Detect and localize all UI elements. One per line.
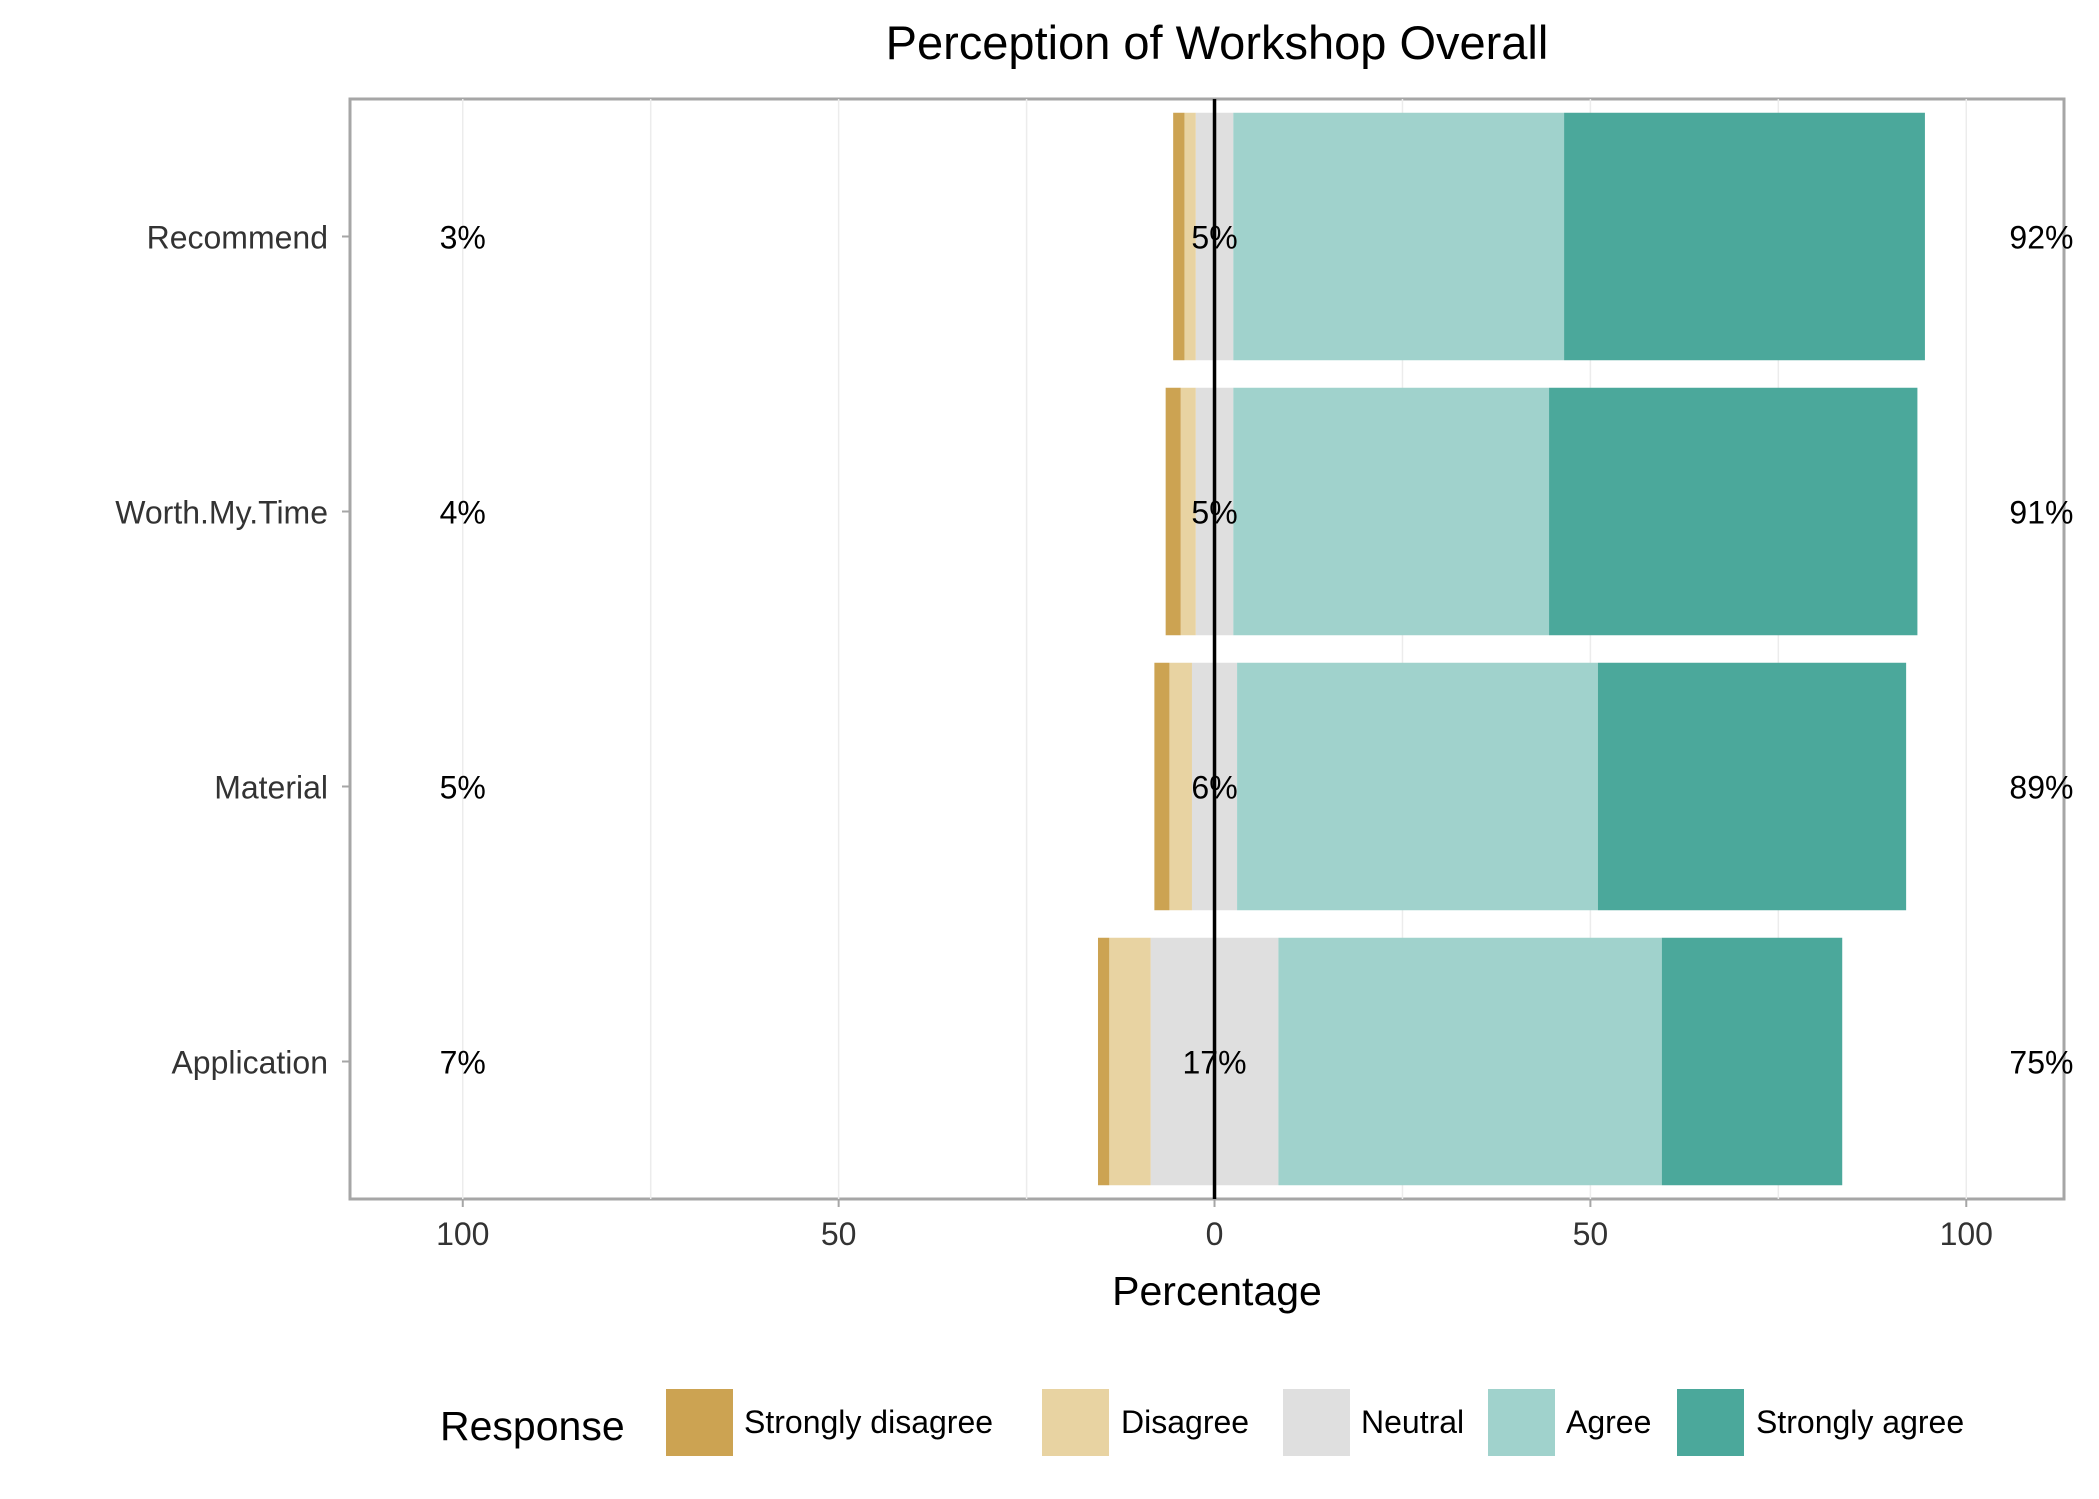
legend-key-neutral [1283,1389,1350,1456]
y-category-label: Recommend [147,220,328,256]
x-tick-label: 100 [1940,1216,1993,1252]
y-category-label: Application [171,1045,328,1081]
center-percent-label: 5% [1191,220,1237,256]
legend-title: Response [440,1403,625,1449]
bar-strongly-agree [1564,112,1925,361]
legend-label: Strongly agree [1756,1404,1964,1440]
legend-label: Disagree [1121,1404,1249,1440]
right-percent-label: 92% [2009,220,2073,256]
bar-agree [1233,112,1565,361]
bar-strongly-disagree [1097,937,1110,1186]
x-axis-ticks: 100 50 0 50 100 [436,1199,1993,1252]
chart-title: Perception of Workshop Overall [886,16,1549,69]
legend-label: Agree [1566,1404,1651,1440]
x-tick-label: 0 [1206,1216,1224,1252]
y-category-label: Material [214,770,328,806]
legend-key-strongly-disagree [666,1389,733,1456]
legend: Response Strongly disagree Disagree Neutra… [440,1389,1964,1456]
bar-labels: 3% 5% 92% 4% 5% 91% 5% 6% 89% 7% 17% 75% [440,220,2074,1081]
bar-disagree [1109,937,1151,1186]
bar-disagree [1169,662,1192,911]
bar-strongly-agree [1597,662,1907,911]
bar-strongly-disagree [1165,387,1181,636]
bar-disagree [1184,112,1196,361]
legend-key-agree [1488,1389,1555,1456]
left-percent-label: 7% [440,1045,486,1081]
legend-label: Strongly disagree [744,1404,993,1440]
center-percent-label: 17% [1182,1045,1246,1081]
center-percent-label: 6% [1191,770,1237,806]
legend-key-disagree [1042,1389,1109,1456]
right-percent-label: 89% [2009,770,2073,806]
legend-key-strongly-agree [1677,1389,1744,1456]
bar-strongly-agree [1549,387,1918,636]
x-axis-label: Percentage [1112,1268,1322,1314]
bar-agree [1233,387,1550,636]
right-percent-label: 75% [2009,1045,2073,1081]
bar-strongly-disagree [1173,112,1185,361]
x-tick-label: 100 [436,1216,489,1252]
left-percent-label: 4% [440,495,486,531]
right-percent-label: 91% [2009,495,2073,531]
bar-disagree [1180,387,1196,636]
x-tick-label: 50 [1573,1216,1609,1252]
y-axis-labels: Recommend Worth.My.Time Material Applicatio… [115,220,350,1081]
y-category-label: Worth.My.Time [115,495,328,531]
bar-strongly-disagree [1154,662,1170,911]
bar-strongly-agree [1661,937,1843,1186]
bar-agree [1278,937,1662,1186]
bars [1097,112,1925,1186]
left-percent-label: 5% [440,770,486,806]
left-percent-label: 3% [440,220,486,256]
x-tick-label: 50 [821,1216,857,1252]
center-percent-label: 5% [1191,495,1237,531]
bar-agree [1237,662,1598,911]
legend-label: Neutral [1361,1404,1464,1440]
